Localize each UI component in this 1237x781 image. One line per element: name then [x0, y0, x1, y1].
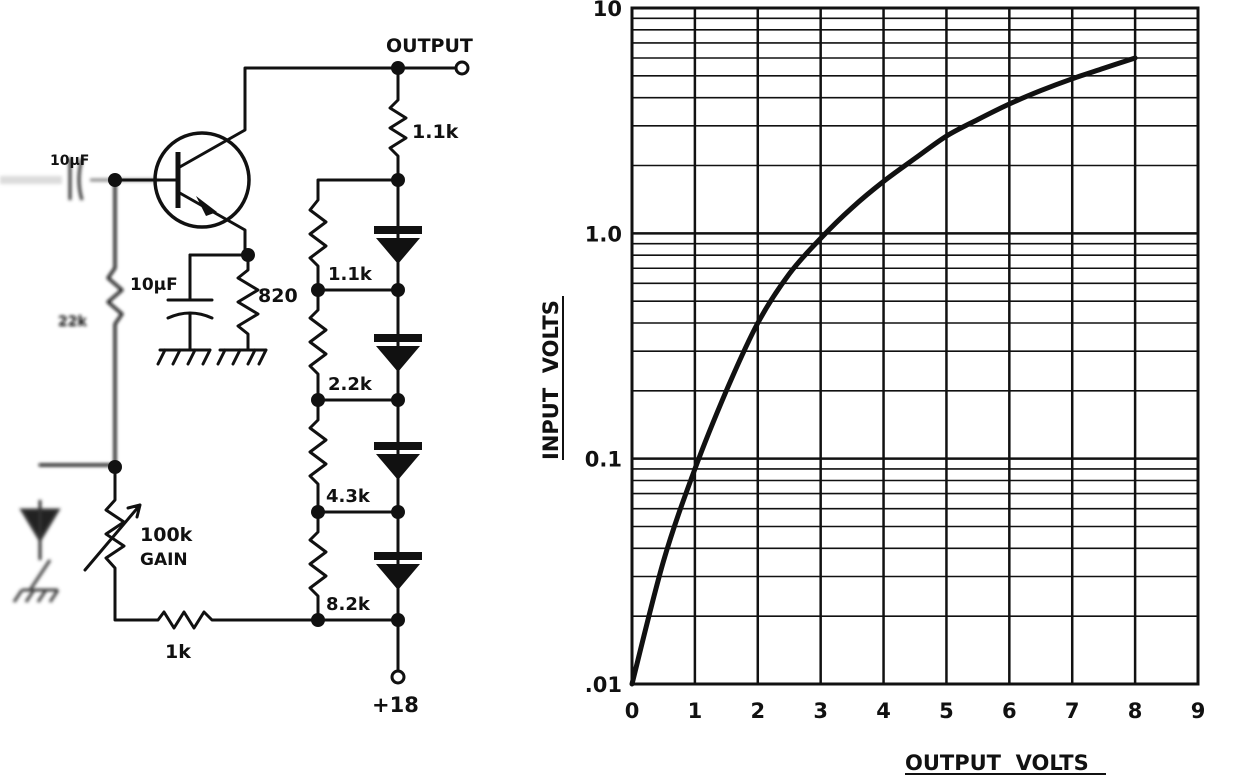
gain-pot-and-series — [104, 465, 320, 630]
supply-terminal — [390, 669, 406, 685]
side-diode — [19, 500, 61, 560]
y-axis-label: INPUT VOLTS — [539, 300, 563, 460]
x-tick-label: 7 — [1065, 699, 1080, 723]
series-line — [629, 55, 1138, 687]
bias-res-label: 22k — [58, 314, 87, 330]
emitter-res-label: 820 — [258, 285, 298, 307]
output-terminal — [454, 60, 470, 76]
ladder-res-3-label: 4.3k — [326, 486, 371, 507]
pot-arrow-icon — [83, 503, 142, 572]
ground-icon — [12, 559, 60, 603]
collector-resistor — [388, 66, 408, 182]
supply-label: +18 — [372, 693, 419, 717]
diode-1 — [374, 226, 422, 264]
series-res-label: 1k — [165, 641, 191, 663]
x-tick-label: 2 — [750, 699, 765, 723]
y-tick-labels: .01 0.1 1.0 10 — [585, 0, 622, 697]
input-blurred-region — [0, 157, 158, 603]
x-tick-label: 5 — [939, 699, 954, 723]
collector-res-label: 1.1k — [412, 121, 459, 143]
x-axis-label: OUTPUT VOLTS — [905, 751, 1089, 775]
diode-4 — [374, 552, 422, 590]
x-tick-label: 8 — [1128, 699, 1143, 723]
output-label: OUTPUT — [386, 35, 473, 57]
input-capacitor — [68, 157, 84, 201]
x-tick-label: 6 — [1002, 699, 1017, 723]
emitter-wire — [176, 190, 247, 257]
x-tick-label: 0 — [625, 699, 640, 723]
y-tick-label: 1.0 — [585, 222, 622, 246]
x-tick-label: 1 — [688, 699, 703, 723]
resistor-ladder — [308, 178, 400, 622]
emitter-cap-label: 10µF — [130, 275, 178, 295]
x-tick-label: 9 — [1191, 699, 1206, 723]
ladder-res-4-label: 8.2k — [326, 594, 371, 615]
collector-wire — [176, 66, 400, 170]
ladder-res-1-label: 1.1k — [328, 264, 373, 285]
diode-2 — [374, 334, 422, 372]
ladder-res-2-label: 2.2k — [328, 374, 373, 395]
diode-3 — [374, 442, 422, 480]
x-tick-labels: 0 1 2 3 4 5 6 7 8 9 — [625, 699, 1206, 723]
y-tick-label: 10 — [593, 0, 622, 21]
plot-frame — [630, 6, 1200, 686]
emitter-capacitor — [156, 253, 214, 366]
y-tick-label: .01 — [585, 673, 622, 697]
gain-word-label: GAIN — [140, 550, 188, 570]
emitter-resistor — [216, 253, 268, 366]
gain-pot-label: 100k — [140, 524, 193, 546]
bias-resistor — [106, 178, 124, 467]
transfer-curve-chart: 0 1 2 3 4 5 6 7 8 9 .01 0.1 1.0 10 OUTPUT VOLTS INPU… — [539, 0, 1205, 775]
x-tick-label: 3 — [813, 699, 828, 723]
chart-grid — [630, 8, 1200, 686]
x-tick-label: 4 — [876, 699, 891, 723]
input-cap-label: 10µF — [50, 153, 89, 169]
y-tick-label: 0.1 — [585, 448, 622, 472]
circuit-schematic: 10µF 22k 100k GAIN 1k 10µF 820 OUTPUT 1.… — [0, 35, 473, 717]
emitter-arrow-icon — [196, 196, 217, 216]
